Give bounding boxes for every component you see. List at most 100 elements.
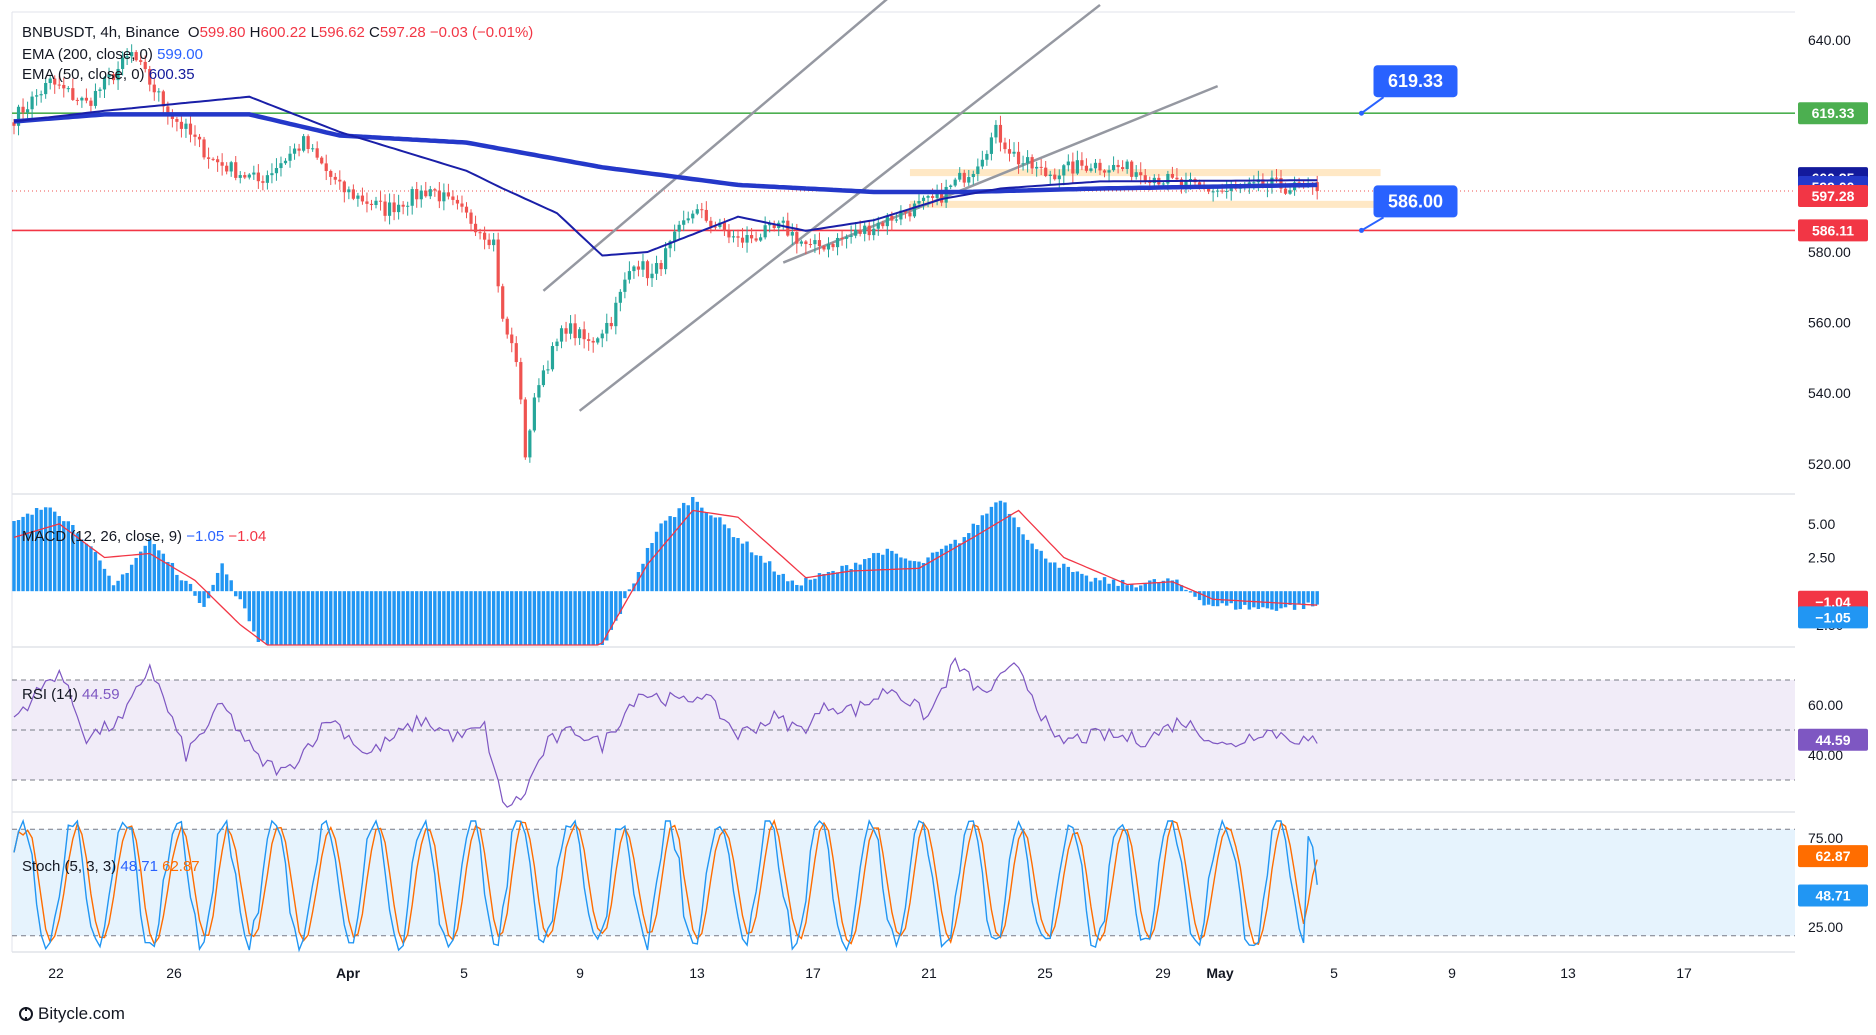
candle-body — [306, 136, 310, 149]
macd-histogram-bar — [1075, 571, 1080, 592]
candle-body — [80, 97, 84, 101]
candle-body — [890, 215, 894, 221]
candle-body — [510, 334, 514, 344]
macd-histogram-bar — [718, 517, 722, 592]
macd-histogram-bar — [428, 591, 432, 645]
rsi-pane[interactable] — [12, 657, 1795, 808]
stoch-label: Stoch (5, 3, 3) — [22, 858, 117, 875]
macd-histogram-bar — [261, 591, 265, 641]
macd-histogram-bar — [654, 531, 659, 592]
close-label: C — [368, 24, 380, 41]
macd-histogram-bar — [188, 583, 193, 592]
macd-histogram-bar — [1098, 580, 1102, 592]
macd-histogram-bar — [586, 591, 591, 645]
candle-body — [849, 235, 853, 237]
candle-body — [1035, 166, 1039, 169]
candle-body — [333, 176, 337, 180]
candle-body — [921, 197, 926, 201]
macd-histogram-bar — [1007, 513, 1012, 592]
macd-histogram-bar — [405, 591, 410, 645]
candle-body — [822, 246, 826, 250]
macd-histogram-bar — [1179, 585, 1184, 592]
macd-histogram-bar — [998, 500, 1003, 592]
candle-body — [98, 89, 102, 91]
macd-histogram-bar — [627, 589, 632, 592]
candle-body — [1039, 166, 1043, 168]
macd-histogram-bar — [758, 555, 763, 592]
macd-histogram-bar — [179, 580, 184, 592]
macd-histogram-bar — [464, 591, 469, 645]
candle-body — [1107, 170, 1111, 173]
candle-body — [211, 158, 215, 160]
candle-body — [116, 68, 120, 81]
macd-histogram-bar — [577, 591, 582, 645]
macd-histogram-bar — [238, 591, 242, 600]
candle-body — [555, 341, 559, 347]
macd-histogram-bar — [727, 528, 731, 592]
candle-body — [537, 385, 541, 398]
macd-histogram-bar — [962, 537, 966, 592]
macd-histogram-bar — [419, 591, 423, 645]
macd-histogram-bar — [609, 591, 613, 630]
macd-histogram-bar — [120, 574, 125, 592]
candle-body — [1139, 172, 1143, 176]
macd-histogram-bar — [980, 515, 985, 592]
candle-body — [297, 148, 301, 151]
time-tick-label: 17 — [1676, 965, 1692, 981]
macd-histogram-bar — [1161, 580, 1166, 592]
macd-label: MACD (12, 26, close, 9) — [22, 528, 183, 545]
macd-pane[interactable] — [12, 497, 1319, 646]
macd-histogram-bar — [591, 591, 595, 645]
ema50-line — [13, 95, 1318, 257]
macd-histogram-bar — [1243, 591, 1247, 605]
candle-body — [976, 166, 980, 174]
time-axis[interactable]: 22 26 Apr 5 9 13 17 21 25 29 May 5 9 13 17 — [48, 965, 1692, 981]
macd-histogram-bar — [166, 561, 170, 592]
candle-body — [840, 237, 844, 239]
candle-body — [225, 165, 229, 172]
macd-histogram-bar — [1057, 567, 1061, 592]
macd-histogram-bar — [663, 520, 668, 592]
macd-histogram-bar — [392, 591, 396, 645]
price-axis[interactable]: 640.00620.00600.00580.00560.00540.00520.… — [1796, 0, 1876, 960]
macd-histogram-bar — [989, 506, 994, 592]
candle-body — [673, 231, 677, 242]
candle-body — [152, 84, 156, 93]
macd-histogram-bar — [134, 557, 138, 592]
macd-histogram-bar — [528, 591, 532, 645]
macd-histogram-bar — [378, 591, 383, 645]
callout-box — [1373, 65, 1458, 98]
candle-body — [175, 118, 179, 122]
candle-body — [781, 220, 785, 223]
stoch-d-tag-label: 62.87 — [1815, 848, 1850, 864]
channel-trendline — [578, 3, 1101, 412]
time-tick-label: 9 — [1448, 965, 1456, 981]
macd-histogram-bar — [546, 591, 550, 645]
candle-body — [1089, 168, 1093, 171]
candle-body — [799, 241, 803, 244]
candle-body — [1175, 177, 1179, 180]
candle-body — [1007, 149, 1012, 154]
macd-histogram-bar — [1053, 562, 1057, 592]
macd-histogram-bar — [555, 591, 559, 645]
macd-histogram-bar — [926, 557, 930, 592]
macd-histogram-bar — [817, 573, 822, 592]
candle-body — [722, 222, 727, 231]
macd-histogram-bar — [958, 543, 962, 592]
candle-body — [121, 57, 125, 69]
macd-histogram-bar — [686, 505, 690, 592]
candle-body — [57, 84, 61, 86]
candle-body — [492, 239, 496, 246]
candle-body — [487, 239, 491, 246]
candle-body — [1134, 172, 1138, 177]
candle-body — [980, 159, 984, 167]
price-pane[interactable]: 619.33 586.00 — [12, 0, 1795, 463]
callout-anchor — [1359, 227, 1364, 233]
macd-histogram-bar — [971, 523, 975, 592]
macd-histogram-bar — [813, 578, 817, 592]
stoch-pane[interactable] — [12, 818, 1795, 953]
candle-body — [953, 179, 957, 186]
macd-histogram-bar — [731, 537, 736, 592]
macd-histogram-bar — [496, 591, 500, 645]
